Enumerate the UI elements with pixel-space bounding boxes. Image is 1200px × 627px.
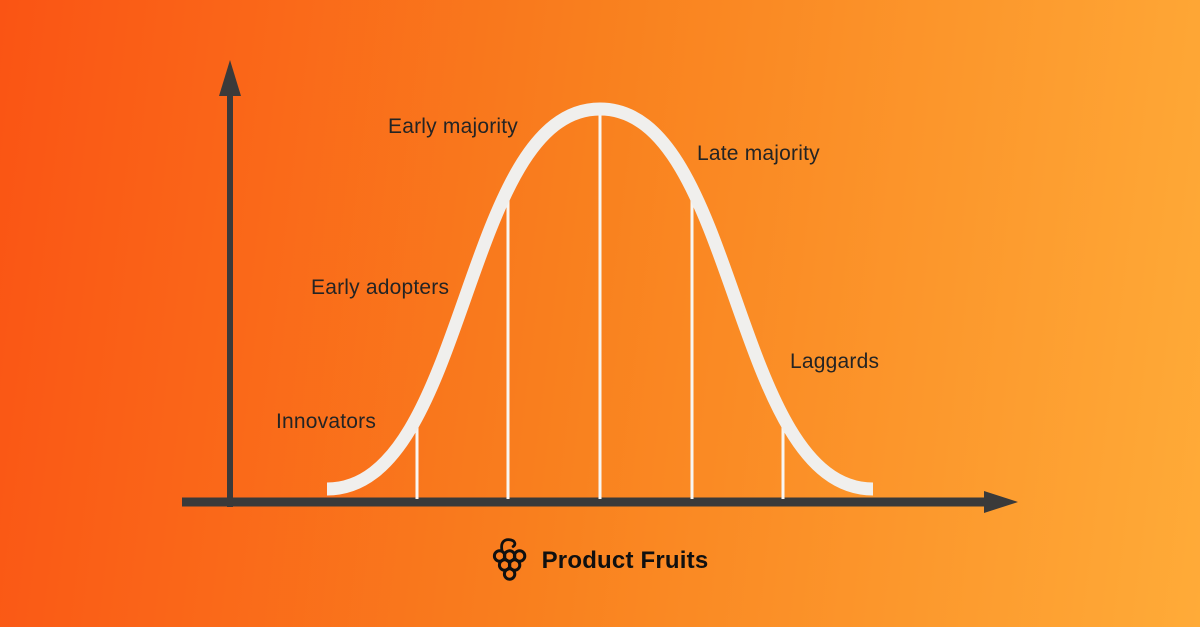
axes bbox=[182, 60, 1018, 513]
brand-logo: Product Fruits bbox=[492, 537, 709, 584]
segment-label-innovators: Innovators bbox=[276, 410, 377, 433]
segment-label-late-majority: Late majority bbox=[697, 142, 820, 165]
y-axis-arrow-icon bbox=[219, 60, 241, 96]
x-axis-arrow-icon bbox=[984, 491, 1018, 513]
grapes-icon bbox=[492, 538, 527, 581]
brand-name: Product Fruits bbox=[541, 546, 709, 574]
segment-label-early-adopters: Early adopters bbox=[311, 276, 450, 299]
segment-label-laggards: Laggards bbox=[790, 350, 880, 373]
bell-curve bbox=[326, 102, 874, 496]
segment-dividers bbox=[415, 106, 785, 499]
segment-label-early-majority: Early majority bbox=[388, 115, 518, 138]
